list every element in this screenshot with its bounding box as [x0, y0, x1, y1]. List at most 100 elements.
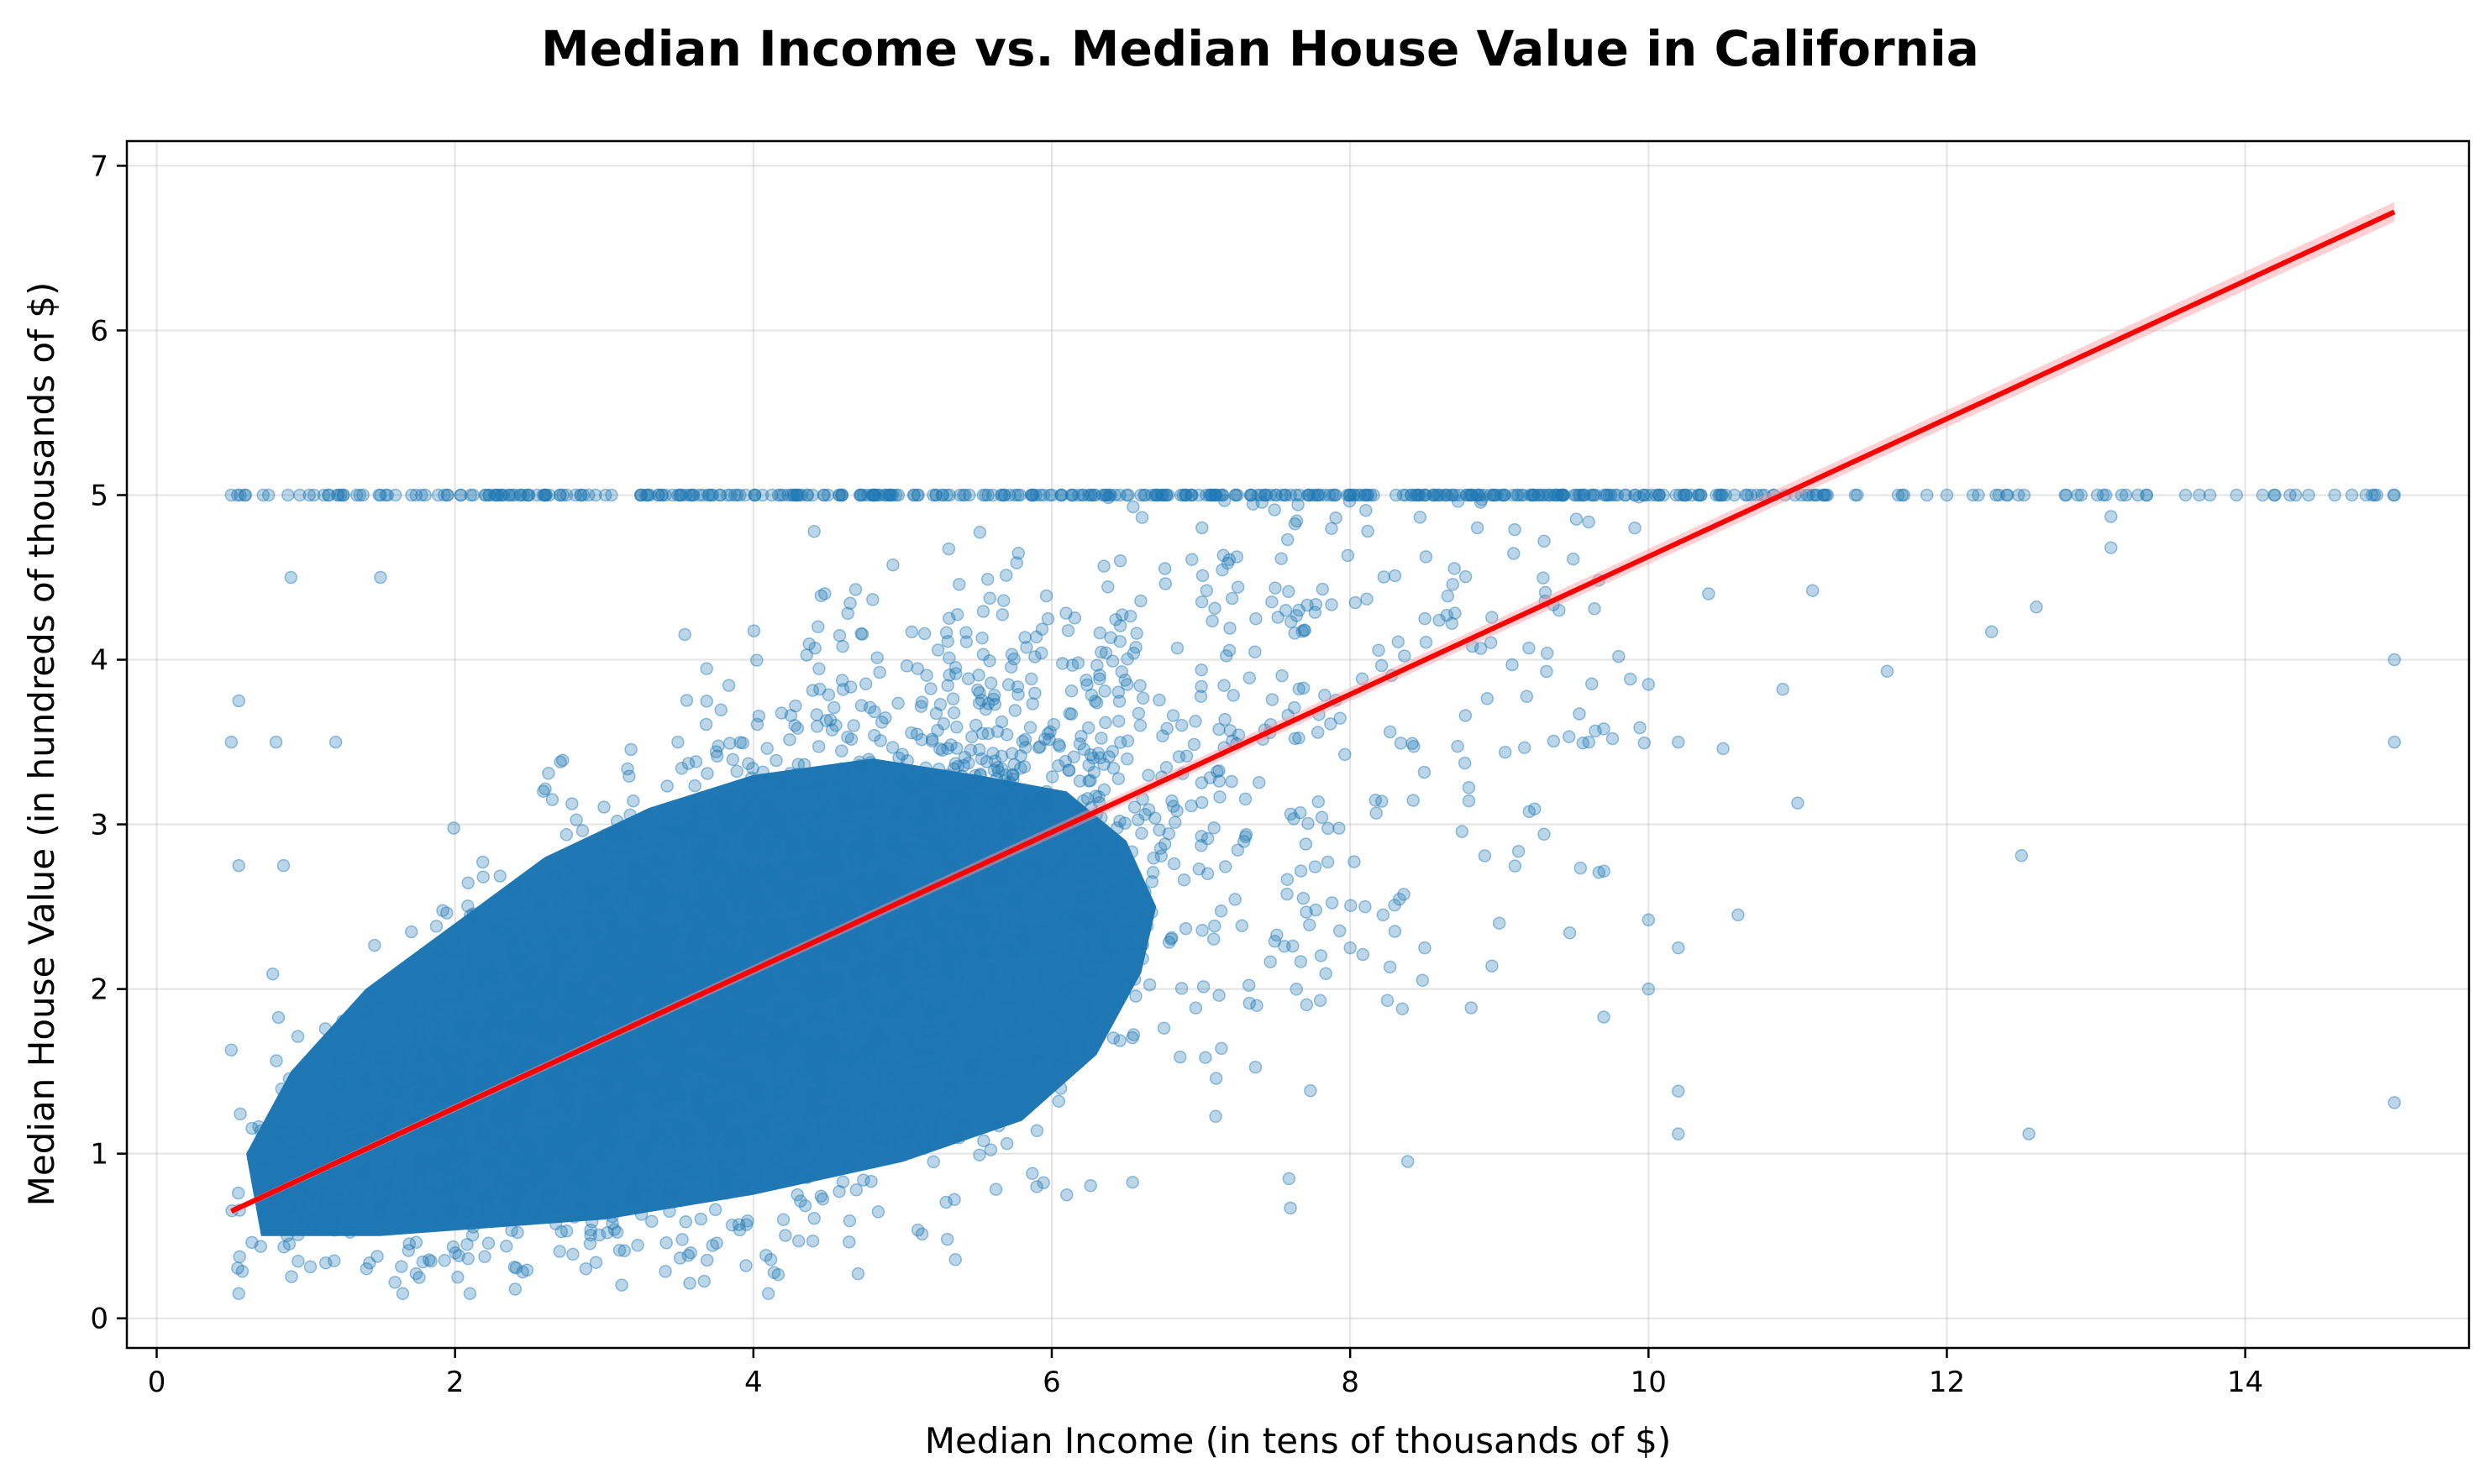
scatter-point [1001, 827, 1016, 842]
scatter-point [980, 572, 995, 586]
scatter-point [731, 907, 744, 920]
scatter-point [760, 742, 774, 755]
scatter-point [909, 785, 923, 800]
scatter-point [971, 683, 985, 697]
scatter-point [770, 834, 784, 848]
scatter-point [815, 768, 828, 782]
scatter-point [542, 767, 555, 780]
scatter-point [483, 1064, 497, 1078]
scatter-point [533, 1072, 547, 1087]
scatter-point [564, 1022, 577, 1036]
capped-point [1155, 488, 1169, 502]
scatter-point [620, 1165, 634, 1178]
scatter-point [1106, 834, 1119, 848]
scatter-point [455, 1069, 469, 1083]
scatter-point [596, 886, 610, 900]
scatter-point [1332, 924, 1347, 938]
scatter-point [388, 1276, 402, 1289]
scatter-point [744, 771, 759, 784]
scatter-point [866, 593, 880, 606]
scatter-point [930, 838, 944, 852]
scatter-point [789, 1076, 802, 1089]
scatter-point [991, 764, 1006, 779]
scatter-point [1347, 855, 1361, 868]
scatter-point [894, 762, 907, 775]
scatter-point [588, 917, 601, 931]
scatter-point [776, 880, 791, 894]
scatter-point [674, 1039, 687, 1053]
scatter-point [648, 893, 662, 906]
scatter-point [1076, 872, 1090, 885]
scatter-point [737, 1072, 750, 1085]
scatter-point [475, 1130, 489, 1144]
scatter-point [436, 904, 449, 917]
scatter-point [453, 1121, 467, 1135]
scatter-point [1127, 973, 1142, 986]
scatter-point [638, 1146, 652, 1161]
scatter-point [449, 934, 463, 947]
scatter-point [1573, 861, 1588, 875]
scatter-point [659, 941, 673, 955]
scatter-point [839, 778, 853, 792]
scatter-point [813, 1023, 827, 1036]
scatter-point [785, 878, 798, 892]
scatter-point [433, 944, 447, 957]
scatter-point [993, 830, 1006, 843]
outlier-point [2022, 1127, 2036, 1141]
scatter-point [442, 1168, 455, 1182]
y-tick-label: 7 [90, 149, 108, 183]
scatter-point [998, 821, 1012, 835]
outlier-point [441, 488, 454, 502]
scatter-point [1086, 844, 1100, 858]
scatter-point [953, 889, 968, 902]
scatter-point [800, 794, 814, 807]
scatter-point [917, 627, 932, 641]
capped-point [2256, 488, 2270, 502]
outlier-point [1851, 488, 1864, 502]
scatter-point [1158, 562, 1172, 575]
scatter-point [529, 1177, 543, 1190]
scatter-point [498, 1053, 512, 1067]
scatter-point [630, 1159, 644, 1173]
scatter-point [743, 833, 757, 847]
scatter-point [830, 861, 843, 875]
scatter-point [856, 988, 869, 1001]
y-tick-label: 3 [90, 809, 108, 842]
outlier-point [1537, 534, 1551, 548]
scatter-point [1398, 649, 1411, 663]
scatter-point [737, 1179, 751, 1193]
scatter-point [596, 1206, 610, 1219]
outlier-point [1060, 1188, 1074, 1202]
scatter-point [984, 1143, 998, 1156]
scatter-point [658, 1080, 672, 1094]
scatter-point [875, 1030, 889, 1044]
scatter-point [618, 829, 632, 842]
scatter-point [1033, 740, 1047, 753]
scatter-point [680, 975, 693, 989]
scatter-point [707, 1125, 721, 1138]
scatter-point [1016, 932, 1031, 946]
scatter-point [670, 815, 684, 829]
scatter-point [1217, 679, 1231, 692]
scatter-point [608, 998, 622, 1012]
scatter-point [1218, 860, 1232, 873]
scatter-point [844, 799, 859, 813]
scatter-point [909, 844, 923, 857]
scatter-point [882, 999, 896, 1013]
scatter-point [668, 874, 682, 888]
scatter-point [1080, 826, 1093, 839]
scatter-point [585, 1215, 599, 1229]
capped-point [1243, 488, 1258, 502]
scatter-point [722, 737, 737, 750]
scatter-point [1045, 770, 1059, 784]
scatter-point [1121, 734, 1135, 747]
outlier-point [1805, 584, 1820, 597]
scatter-point [463, 909, 477, 923]
scatter-point [641, 931, 655, 944]
scatter-point [1200, 584, 1214, 597]
outlier-point [1343, 941, 1357, 955]
scatter-point [719, 1187, 733, 1200]
scatter-point [608, 1162, 622, 1176]
scatter-point [1484, 636, 1498, 649]
scatter-point [1470, 521, 1484, 535]
